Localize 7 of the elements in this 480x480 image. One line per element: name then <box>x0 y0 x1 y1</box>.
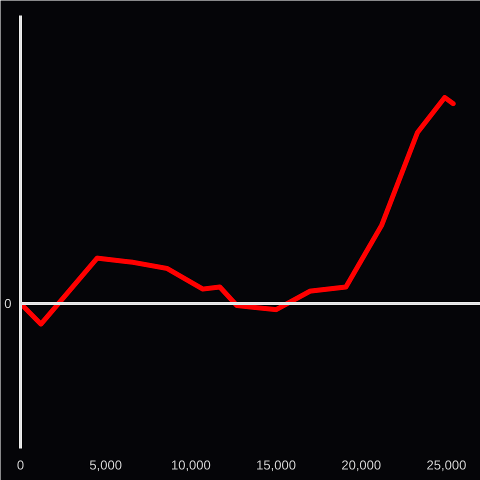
ref-line-label: 0 <box>4 296 12 311</box>
x-tick-label: 5,000 <box>89 458 122 472</box>
x-tick-label: 0 <box>16 458 24 472</box>
x-tick-label: 25,000 <box>426 458 466 472</box>
x-tick-label: 10,000 <box>170 458 211 472</box>
x-tick-label: 15,000 <box>256 458 296 472</box>
x-tick-label: 20,000 <box>341 458 382 472</box>
